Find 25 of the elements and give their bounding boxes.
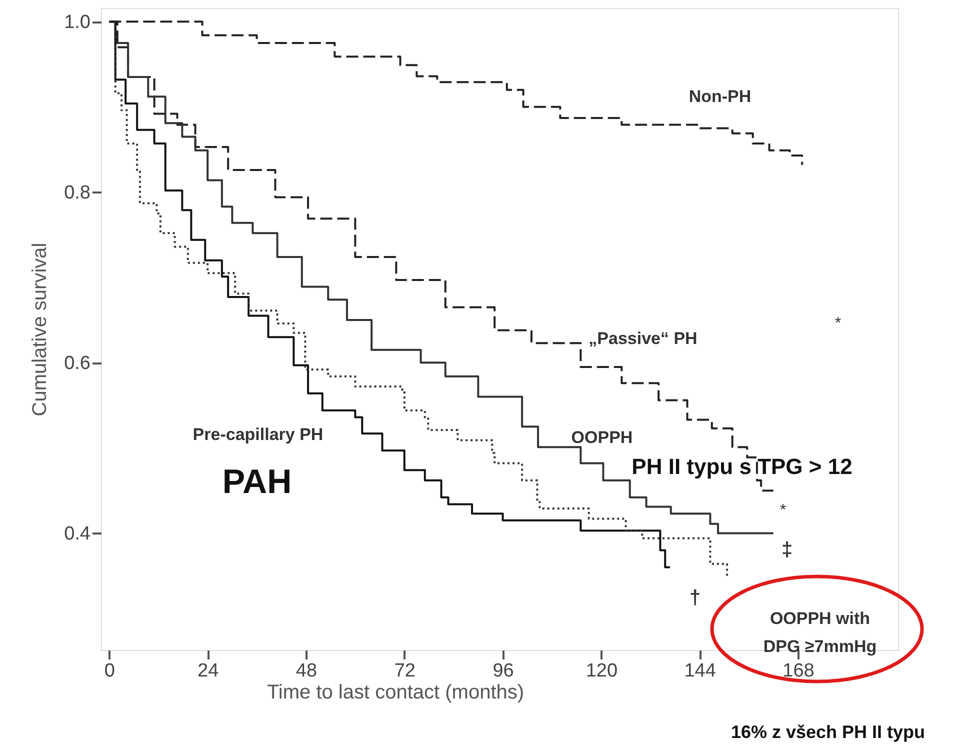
annotation: † [689, 587, 701, 609]
annotation: OOPPH [571, 428, 633, 447]
annotation: OOPPH with DPG ≥7mmHg [763, 609, 877, 656]
y-tick-label: 0.6 [64, 353, 90, 374]
y-tick-label: 0.4 [64, 524, 91, 545]
annotation: Pre-capillary PH [192, 425, 324, 444]
y-tick-label: 0.8 [64, 182, 90, 204]
x-tick-label: 168 [782, 660, 814, 682]
x-tick-label: 48 [296, 660, 318, 682]
annotation: PAH [222, 463, 292, 501]
x-axis-title: Time to last contact (months) [266, 682, 524, 704]
x-tick-label: 120 [586, 660, 618, 682]
x-tick-label: 0 [104, 660, 115, 682]
annotation: ‡ [781, 539, 793, 561]
x-tick-label: 72 [394, 660, 416, 682]
annotation: * [834, 315, 842, 332]
text: 16% z všech PH II typu [730, 722, 926, 742]
x-tick-label: 144 [684, 660, 716, 682]
annotation: Non-PH [688, 87, 752, 106]
x-tick-label: 24 [198, 660, 220, 682]
y-axis-title: Cumulative survival [29, 242, 52, 416]
annotation: * [780, 502, 786, 519]
y-tick-label: 1.0 [64, 12, 90, 34]
x-tick-label: 96 [492, 660, 514, 682]
annotation: „Passive“ PH [588, 329, 698, 348]
